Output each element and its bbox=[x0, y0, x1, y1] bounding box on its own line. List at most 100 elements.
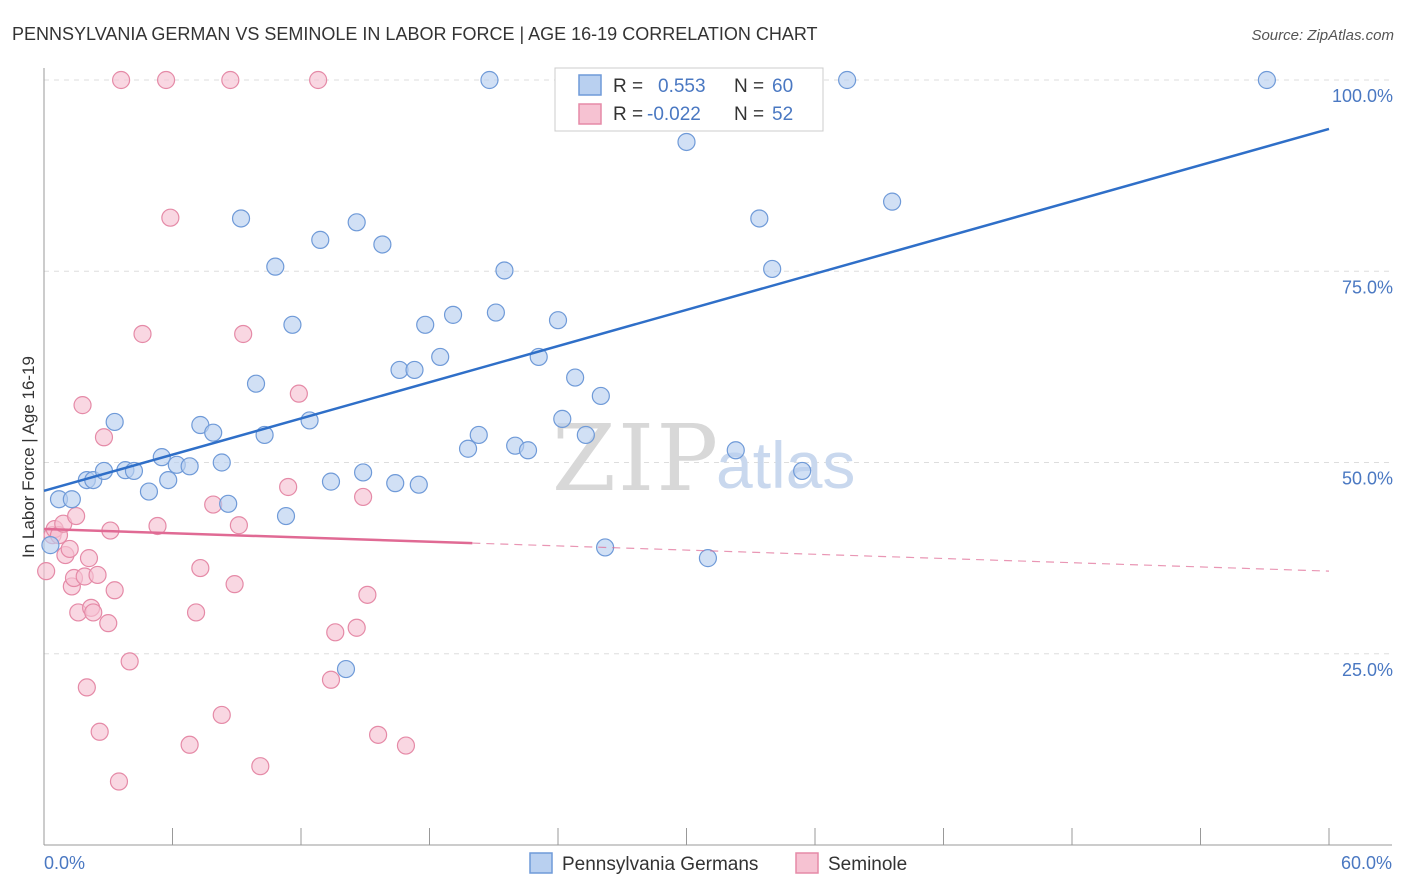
legend-n-value-blue: 60 bbox=[772, 76, 793, 97]
seminole-point-11 bbox=[73, 396, 92, 415]
trend-line-seminole-solid bbox=[43, 527, 473, 545]
seminole-point-0 bbox=[37, 562, 56, 581]
pa-german-point-49 bbox=[576, 425, 595, 445]
seminole-point-45 bbox=[347, 618, 366, 637]
seminole-point-13 bbox=[77, 678, 96, 697]
seminole-point-37 bbox=[229, 516, 248, 535]
pa-german-point-56 bbox=[750, 209, 769, 228]
pa-german-point-2 bbox=[62, 490, 81, 509]
seminole-point-44 bbox=[326, 623, 345, 642]
seminole-point-34 bbox=[212, 705, 231, 725]
chart-title: PENNSYLVANIA GERMAN VS SEMINOLE IN LABOR… bbox=[12, 24, 818, 44]
series-legend-swatch-blue bbox=[529, 852, 553, 874]
pa-german-point-28 bbox=[347, 213, 366, 232]
legend-n-label-blue: N = bbox=[734, 76, 764, 97]
pa-german-point-47 bbox=[553, 409, 572, 428]
series-legend-label-blue: Pennsylvania Germans bbox=[562, 854, 758, 875]
pa-german-point-46 bbox=[548, 311, 568, 330]
watermark-zip: ZIP bbox=[552, 405, 720, 512]
seminole-point-41 bbox=[289, 384, 308, 403]
x-tick-label-min: 0.0% bbox=[44, 853, 85, 873]
pa-german-point-23 bbox=[283, 315, 302, 334]
seminole-point-16 bbox=[84, 603, 103, 622]
legend-swatch-pink bbox=[578, 103, 602, 125]
x-axis-ticks bbox=[43, 828, 1330, 845]
seminole-point-22 bbox=[105, 581, 124, 600]
legend-r-label-pink: R = bbox=[613, 104, 643, 125]
pa-german-point-58 bbox=[793, 461, 812, 481]
seminole-point-43 bbox=[321, 670, 341, 689]
seminole-point-36 bbox=[225, 575, 244, 594]
pa-german-point-33 bbox=[405, 360, 424, 380]
pa-german-point-37 bbox=[443, 305, 463, 324]
pa-german-point-57 bbox=[763, 259, 782, 279]
seminole-point-48 bbox=[369, 725, 388, 744]
seminole-point-6 bbox=[60, 539, 79, 559]
legend-r-value-blue: 0.553 bbox=[658, 76, 706, 97]
seminole-point-27 bbox=[148, 516, 167, 536]
pa-german-point-22 bbox=[276, 506, 296, 526]
seminole-point-26 bbox=[133, 324, 152, 344]
pa-german-point-60 bbox=[882, 192, 902, 211]
trend-line-seminole-dashed bbox=[472, 542, 1330, 572]
trend-line-pennsylvania-germans bbox=[43, 127, 1330, 493]
pa-german-point-0 bbox=[41, 536, 60, 555]
series-legend-swatch-pink bbox=[795, 852, 819, 874]
seminole-point-25 bbox=[120, 652, 139, 671]
seminole-point-39 bbox=[251, 757, 270, 776]
series-legend-label-pink: Seminole bbox=[828, 854, 907, 875]
gridlines bbox=[44, 79, 1392, 655]
seminole-point-47 bbox=[358, 585, 377, 604]
legend-r-label-blue: R = bbox=[613, 76, 643, 97]
pa-german-point-41 bbox=[486, 303, 505, 322]
seminole-point-20 bbox=[99, 614, 118, 633]
seminole-point-38 bbox=[234, 324, 253, 344]
pa-german-point-61 bbox=[1257, 70, 1276, 90]
seminole-point-14 bbox=[79, 549, 99, 568]
pa-german-point-34 bbox=[409, 475, 428, 494]
pa-german-point-40 bbox=[480, 70, 499, 90]
pa-german-point-30 bbox=[373, 235, 392, 254]
seminole-point-28 bbox=[156, 70, 176, 90]
pa-german-point-13 bbox=[180, 457, 199, 476]
seminole-point-17 bbox=[88, 565, 107, 585]
pa-german-point-59 bbox=[838, 70, 857, 90]
pa-german-point-42 bbox=[495, 261, 514, 280]
legend-n-value-pink: 52 bbox=[772, 104, 793, 125]
legend-swatch-blue bbox=[578, 74, 602, 96]
seminole-point-46 bbox=[354, 487, 373, 507]
pa-german-point-6 bbox=[105, 412, 124, 432]
pa-german-point-17 bbox=[219, 494, 238, 513]
y-tick-label-25: 25.0% bbox=[1342, 660, 1393, 680]
pa-german-point-26 bbox=[321, 472, 341, 491]
pa-german-point-55 bbox=[726, 441, 745, 460]
y-axis-label: In Labor Force | Age 16-19 bbox=[19, 356, 38, 558]
seminole-point-9 bbox=[67, 506, 86, 526]
seminole-point-32 bbox=[191, 558, 210, 578]
pa-german-point-54 bbox=[698, 549, 718, 568]
seminole-point-40 bbox=[279, 477, 298, 497]
pa-german-point-38 bbox=[458, 439, 478, 458]
axes bbox=[43, 68, 1392, 846]
legend-r-value-pink: -0.022 bbox=[647, 104, 701, 125]
y-tick-label-100: 100.0% bbox=[1332, 86, 1393, 106]
y-tick-label-50: 50.0% bbox=[1342, 469, 1393, 489]
pa-german-point-25 bbox=[311, 230, 330, 249]
seminole-point-29 bbox=[161, 208, 180, 227]
seminole-point-23 bbox=[109, 772, 129, 791]
seminole-point-24 bbox=[111, 70, 131, 90]
series-legend: Pennsylvania Germans Seminole bbox=[529, 852, 907, 875]
chart-source: Source: ZipAtlas.com bbox=[1251, 27, 1394, 44]
watermark-atlas: atlas bbox=[716, 428, 855, 502]
stats-legend: R = 0.553 N = 60 R = -0.022 N = 52 bbox=[554, 67, 824, 132]
pa-german-point-29 bbox=[354, 463, 373, 482]
seminole-point-18 bbox=[90, 722, 109, 741]
pennsylvania-germans-points bbox=[41, 70, 1276, 679]
trend-lines bbox=[43, 127, 1330, 572]
seminole-point-42 bbox=[309, 70, 328, 90]
seminole-point-31 bbox=[186, 603, 206, 622]
y-axis-tick-labels: 25.0% 50.0% 75.0% 100.0% bbox=[1332, 86, 1393, 680]
pa-german-point-15 bbox=[204, 423, 223, 442]
pa-german-point-16 bbox=[212, 453, 231, 472]
